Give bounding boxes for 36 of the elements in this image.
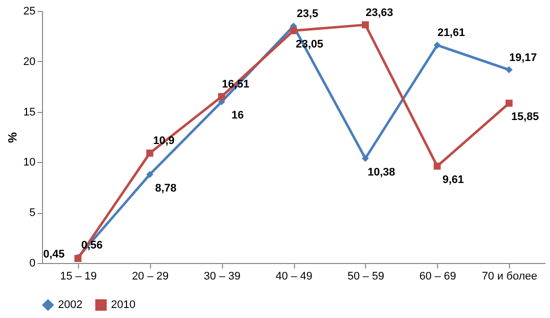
y-axis-title: % — [5, 132, 20, 143]
y-tick-label: 20 — [23, 56, 36, 68]
point — [362, 154, 369, 162]
y-tick-label: 0 — [29, 258, 36, 270]
point — [146, 150, 154, 157]
x-tick-label: 40 – 49 — [276, 270, 312, 282]
x-tick-label: 70 и более — [482, 270, 538, 282]
data-label: 21,61 — [437, 27, 465, 40]
point — [146, 170, 154, 178]
point — [434, 42, 441, 49]
data-label: 8,78 — [155, 182, 176, 194]
data-label: 23,5 — [296, 8, 318, 20]
data-label: 23,63 — [366, 6, 394, 19]
point — [218, 93, 226, 100]
point — [362, 21, 369, 28]
y-tick-label: 15 — [23, 106, 36, 118]
y-tick-label: 25 — [23, 6, 36, 18]
x-tick-label: 30 – 39 — [204, 270, 240, 282]
y-tick-label: 10 — [23, 156, 36, 169]
point — [506, 66, 513, 74]
point — [434, 162, 441, 170]
data-label: 16 — [232, 110, 244, 122]
x-tick-label: 60 – 69 — [419, 270, 456, 282]
point — [290, 27, 298, 34]
data-label: 15,85 — [511, 111, 539, 124]
data-label: 9,61 — [442, 174, 464, 186]
x-tick-label: 15 – 19 — [60, 270, 97, 282]
legend-label: 2010 — [111, 299, 136, 311]
point — [506, 100, 513, 107]
legend-label: 2002 — [58, 299, 82, 311]
x-tick-label: 20 – 29 — [132, 270, 169, 282]
y-tick-label: 5 — [29, 207, 36, 220]
data-label: 10,38 — [368, 166, 396, 178]
x-tick-label: 50 – 59 — [348, 270, 384, 282]
data-label: 19,17 — [509, 52, 537, 64]
data-label: 0,45 — [43, 248, 65, 260]
